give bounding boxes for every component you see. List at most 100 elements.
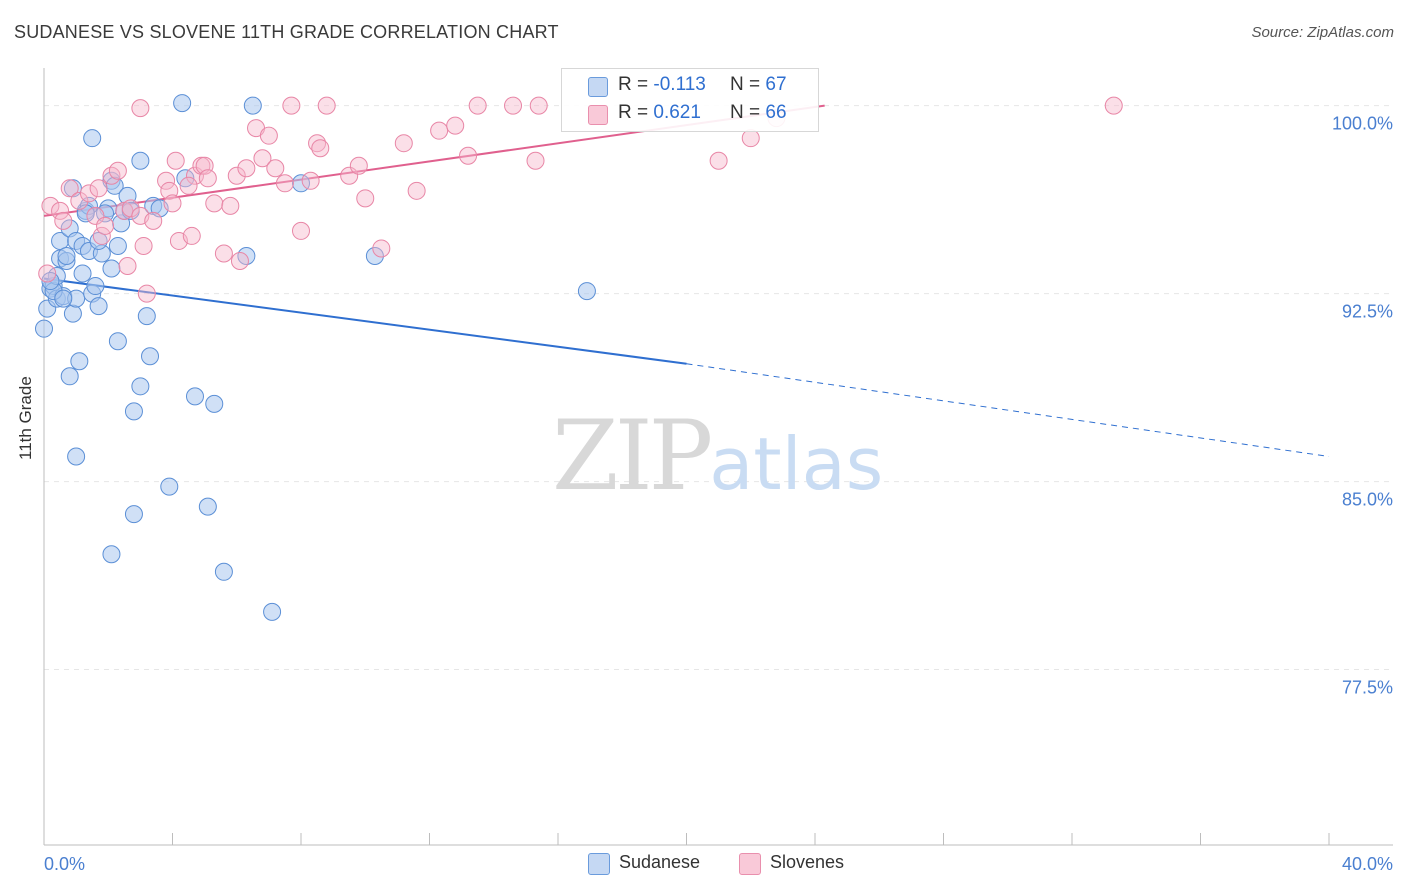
point-slovenes-8 <box>89 179 108 198</box>
series-swatch-slovenes <box>739 853 761 875</box>
watermark-zip: ZIP <box>552 400 713 512</box>
point-sudanese-38 <box>137 307 156 326</box>
point-slovenes-41 <box>282 96 301 115</box>
point-sudanese-43 <box>205 394 224 413</box>
sudanese-points <box>35 94 596 621</box>
point-slovenes-42 <box>292 221 310 240</box>
point-sudanese-48 <box>102 545 121 564</box>
point-slovenes-47 <box>349 156 368 175</box>
point-slovenes-23 <box>166 151 185 170</box>
point-slovenes-64 <box>311 139 330 158</box>
x-tick-label-min: 0.0% <box>44 854 85 874</box>
point-sudanese-28 <box>105 176 124 195</box>
point-slovenes-33 <box>227 166 246 185</box>
point-slovenes-43 <box>301 171 320 190</box>
point-sudanese-45 <box>160 477 179 496</box>
point-slovenes-12 <box>108 161 127 180</box>
point-sudanese-56 <box>577 282 596 301</box>
point-sudanese-39 <box>141 347 160 366</box>
stats-legend: R = -0.113 N = 67 R = 0.621 N = 66 <box>561 68 819 132</box>
point-slovenes-40 <box>275 174 294 193</box>
trend-line-sudanese <box>43 277 687 365</box>
point-slovenes-51 <box>407 181 426 200</box>
point-slovenes-35 <box>237 159 256 178</box>
point-slovenes-50 <box>394 134 413 153</box>
series-label-sudanese: Sudanese <box>619 852 701 872</box>
point-sudanese-44 <box>67 447 86 466</box>
point-slovenes-6 <box>79 184 98 203</box>
legend-n-sudanese: N = 67 <box>730 74 787 95</box>
point-slovenes-1 <box>41 196 60 215</box>
y-tick-label-1: 92.5% <box>1342 302 1393 322</box>
point-slovenes-29 <box>198 169 217 188</box>
point-slovenes-46 <box>340 166 359 185</box>
point-slovenes-2 <box>51 201 70 220</box>
point-sudanese-25 <box>102 259 121 278</box>
point-sudanese-15 <box>70 352 89 371</box>
axes <box>43 68 1393 846</box>
point-slovenes-55 <box>468 96 487 115</box>
slovenes-points <box>38 96 1123 303</box>
watermark: ZIPatlas <box>552 400 883 512</box>
point-sudanese-66 <box>73 264 92 283</box>
point-slovenes-31 <box>214 244 233 263</box>
point-slovenes-5 <box>70 191 89 210</box>
point-sudanese-55 <box>173 94 192 113</box>
source-label: Source: ZipAtlas.com <box>1251 24 1394 41</box>
x-ticks <box>43 833 1330 845</box>
point-slovenes-10 <box>96 216 115 235</box>
point-slovenes-4 <box>60 179 79 198</box>
series-label-slovenes: Slovenes <box>770 852 845 872</box>
point-sudanese-23 <box>89 231 108 250</box>
point-sudanese-46 <box>198 497 217 516</box>
point-slovenes-32 <box>221 196 240 215</box>
point-slovenes-20 <box>157 171 176 190</box>
point-sudanese-27 <box>108 236 127 255</box>
point-slovenes-19 <box>144 211 163 230</box>
point-sudanese-20 <box>86 277 105 296</box>
point-slovenes-58 <box>529 96 548 115</box>
point-sudanese-52 <box>365 246 384 265</box>
point-slovenes-38 <box>259 126 278 145</box>
point-sudanese-49 <box>214 562 233 581</box>
point-sudanese-8 <box>63 304 82 323</box>
trend-line-sudanese-extrapolated <box>686 363 1330 457</box>
point-slovenes-45 <box>317 96 336 115</box>
point-slovenes-14 <box>118 257 137 276</box>
x-tick-label-max: 40.0% <box>1342 854 1393 874</box>
point-slovenes-57 <box>526 151 545 170</box>
point-slovenes-18 <box>137 284 156 303</box>
point-slovenes-34 <box>230 251 249 270</box>
point-sudanese-40 <box>131 377 150 396</box>
point-sudanese-2 <box>35 319 53 338</box>
point-slovenes-52 <box>430 121 449 140</box>
point-slovenes-44 <box>308 134 327 153</box>
legend-r-slovenes: R = 0.621 <box>618 102 701 123</box>
legend-swatch-pink <box>588 105 608 125</box>
point-slovenes-15 <box>121 199 140 218</box>
y-axis-label: 11th Grade <box>16 376 35 460</box>
point-sudanese-37 <box>108 332 127 351</box>
point-sudanese-58 <box>54 289 73 308</box>
gridlines <box>44 105 1393 671</box>
point-slovenes-17 <box>134 236 153 255</box>
point-slovenes-56 <box>504 96 523 115</box>
point-sudanese-33 <box>131 151 150 170</box>
point-slovenes-0 <box>38 264 57 283</box>
y-tick-labels: 100.0% 92.5% 85.0% 77.5% <box>1332 114 1393 698</box>
point-slovenes-25 <box>182 226 201 245</box>
legend-r-sudanese: R = -0.113 <box>618 74 706 95</box>
point-sudanese-65 <box>57 246 76 265</box>
point-sudanese-21 <box>89 297 108 316</box>
point-slovenes-59 <box>709 151 728 170</box>
point-slovenes-54 <box>459 146 478 165</box>
point-slovenes-63 <box>131 99 150 118</box>
point-sudanese-42 <box>185 387 204 406</box>
point-sudanese-41 <box>124 402 143 421</box>
y-tick-label-2: 85.0% <box>1342 490 1393 510</box>
point-slovenes-9 <box>92 226 111 245</box>
point-sudanese-54 <box>243 96 262 115</box>
legend-n-slovenes: N = 66 <box>730 102 787 123</box>
y-tick-label-3: 77.5% <box>1342 678 1393 698</box>
